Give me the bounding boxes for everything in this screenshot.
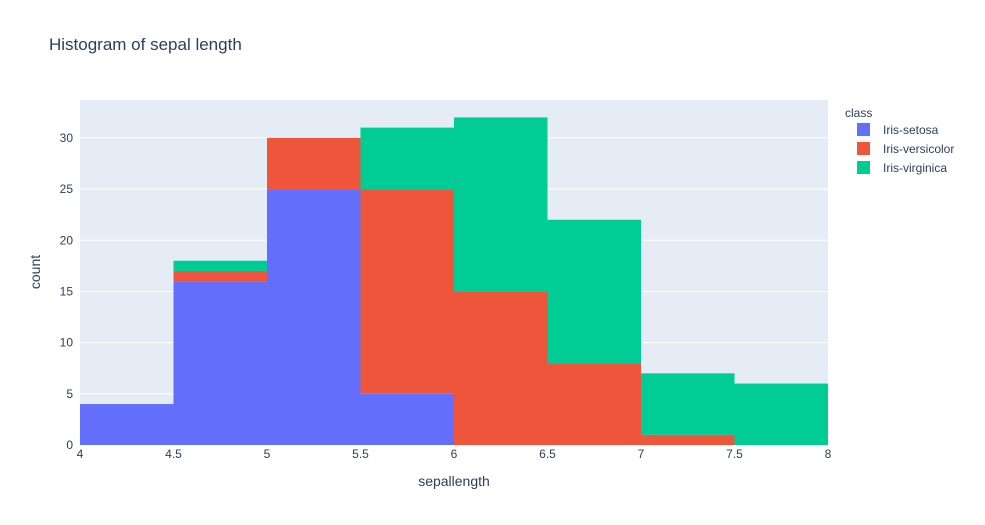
- legend-label: Iris-versicolor: [883, 142, 954, 156]
- bar-iris-versicolor[interactable]: [173, 270, 268, 282]
- legend-swatch: [857, 161, 870, 174]
- chart-title: Histogram of sepal length: [49, 35, 242, 54]
- legend-item[interactable]: Iris-virginica: [857, 161, 947, 175]
- bars: [80, 117, 828, 445]
- legend-swatch: [857, 142, 870, 155]
- legend-item[interactable]: Iris-versicolor: [857, 142, 954, 156]
- y-tick-label: 15: [60, 284, 74, 298]
- legend-title: class: [845, 106, 872, 120]
- bar-iris-virginica[interactable]: [454, 117, 548, 292]
- y-tick-label: 20: [60, 233, 74, 247]
- bar-iris-virginica[interactable]: [173, 260, 268, 271]
- legend-label: Iris-setosa: [883, 123, 939, 137]
- y-tick-label: 30: [60, 131, 74, 145]
- y-tick-label: 25: [60, 182, 74, 196]
- legend-label: Iris-virginica: [883, 161, 947, 175]
- x-tick-label: 7.5: [726, 447, 743, 461]
- bar-iris-versicolor[interactable]: [267, 137, 361, 190]
- x-tick-label: 7: [638, 447, 645, 461]
- bar-iris-setosa[interactable]: [173, 281, 268, 445]
- bar-iris-versicolor[interactable]: [547, 363, 642, 445]
- bar-iris-versicolor[interactable]: [454, 291, 548, 445]
- bar-iris-setosa[interactable]: [360, 393, 455, 445]
- x-tick-label: 4: [77, 447, 84, 461]
- x-tick-label: 8: [825, 447, 832, 461]
- x-tick-label: 6.5: [539, 447, 556, 461]
- bar-iris-virginica[interactable]: [641, 373, 735, 435]
- legend[interactable]: class Iris-setosa Iris-versicolor Iris-vir…: [845, 106, 954, 175]
- y-axis-title: count: [27, 255, 43, 289]
- y-tick-label: 10: [60, 336, 74, 350]
- x-tick-label: 6: [451, 447, 458, 461]
- legend-item[interactable]: Iris-setosa: [857, 123, 939, 137]
- bar-iris-virginica[interactable]: [360, 127, 455, 190]
- bar-iris-setosa[interactable]: [80, 404, 174, 445]
- x-tick-label: 4.5: [165, 447, 182, 461]
- bar-iris-versicolor[interactable]: [641, 434, 735, 445]
- bar-iris-versicolor[interactable]: [360, 189, 455, 394]
- x-tick-label: 5: [264, 447, 271, 461]
- y-tick-label: 5: [66, 387, 73, 401]
- y-tick-label: 0: [66, 438, 73, 452]
- x-axis-title: sepallength: [418, 473, 490, 489]
- x-tick-label: 5.5: [352, 447, 369, 461]
- bar-iris-virginica[interactable]: [547, 219, 642, 364]
- bar-iris-setosa[interactable]: [267, 189, 361, 445]
- legend-swatch: [857, 123, 870, 136]
- bar-iris-virginica[interactable]: [734, 383, 829, 445]
- x-axis-ticks: 4 4.5 5 5.5 6 6.5 7 7.5 8: [77, 447, 832, 461]
- y-axis-ticks: 0 5 10 15 20 25 30: [60, 131, 74, 452]
